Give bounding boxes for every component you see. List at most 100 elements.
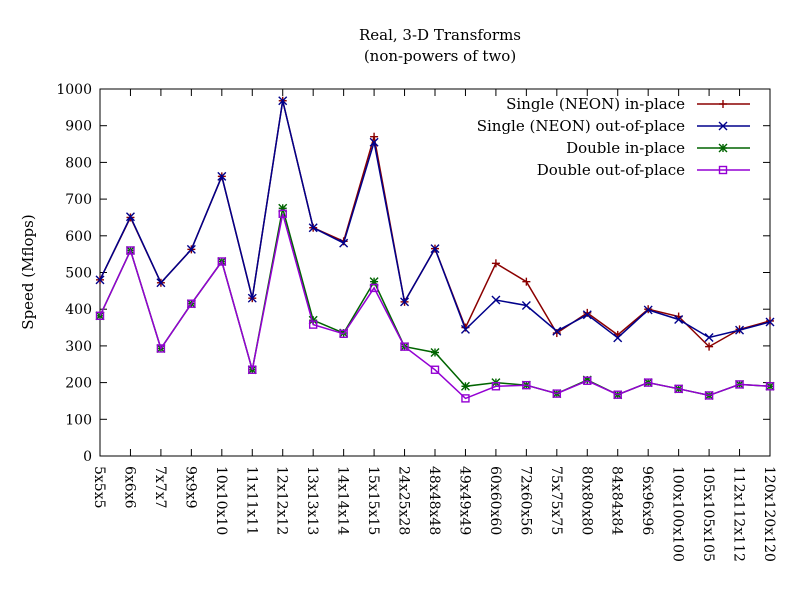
legend-label: Double in-place (566, 139, 685, 157)
marker-stroke (718, 121, 728, 131)
marker-box (704, 391, 714, 400)
data-point (278, 96, 288, 106)
x-tick-label: 12x12x12 (274, 466, 290, 535)
marker-box (613, 390, 622, 399)
data-point (369, 283, 379, 293)
x-tick-label: 72x60x56 (517, 466, 533, 535)
marker-box (583, 376, 592, 385)
data-point (613, 333, 623, 343)
marker-box (248, 365, 257, 374)
x-tick-label: 75x75x75 (548, 466, 564, 535)
marker-stroke (460, 324, 470, 334)
data-point (643, 305, 653, 315)
marker-box (735, 380, 744, 389)
data-point (187, 299, 196, 308)
marker-stroke (735, 325, 745, 335)
data-point (126, 246, 135, 255)
series-line (99, 100, 771, 348)
data-point (765, 382, 775, 391)
data-point (718, 165, 728, 175)
marker-stroke (125, 212, 135, 222)
marker-box (126, 246, 135, 255)
y-tick-label: 900 (65, 119, 92, 135)
data-point (522, 277, 531, 286)
marker-box (308, 320, 318, 329)
chart-title: Real, 3-D Transforms (359, 26, 521, 44)
x-tick-label: 96x96x96 (639, 466, 655, 535)
y-axis: 0 100 200 300 400 500 600 700 800 900 1000 (56, 82, 770, 465)
y-tick-label: 300 (65, 339, 92, 355)
marker-box (643, 378, 653, 387)
series-group (95, 96, 775, 403)
x-tick-label: 14x14x14 (335, 466, 351, 535)
marker-stroke (521, 301, 531, 311)
x-tick-label: 13x13x13 (304, 466, 320, 535)
marker-stroke (369, 137, 379, 147)
data-point (552, 389, 562, 398)
data-point (491, 295, 501, 305)
y-tick-label: 800 (65, 155, 92, 171)
x-tick-label: 11x11x11 (243, 466, 259, 535)
data-point (95, 275, 105, 285)
chart-subtitle: (non-powers of two) (364, 47, 516, 65)
legend: Single (NEON) in-place Single (NEON) out-… (477, 95, 750, 179)
marker-box (156, 344, 166, 353)
marker-box (278, 209, 287, 218)
data-point (156, 344, 166, 353)
marker-stroke (400, 297, 410, 307)
marker-stroke (718, 143, 728, 153)
marker-stroke (613, 333, 623, 343)
data-point (430, 348, 440, 358)
x-tick-label: 15x15x15 (365, 466, 381, 535)
data-point (430, 244, 440, 254)
marker-stroke (552, 326, 562, 336)
data-point (765, 317, 775, 327)
data-point (156, 278, 166, 288)
x-tick-label: 5x5x5 (91, 466, 107, 509)
marker-stroke (247, 293, 257, 303)
marker-box (339, 329, 348, 338)
data-point (339, 329, 348, 338)
marker-stroke (217, 171, 227, 181)
data-point (339, 238, 349, 248)
y-axis-label: Speed (Mflops) (19, 214, 37, 329)
marker-stroke (704, 332, 714, 342)
data-point (643, 378, 653, 387)
legend-label: Double out-of-place (537, 161, 685, 179)
data-point (735, 380, 744, 389)
marker-box (491, 382, 501, 391)
marker-box (187, 299, 196, 308)
data-point (248, 365, 257, 374)
data-point (461, 394, 470, 403)
data-point (430, 365, 440, 374)
marker-stroke (582, 310, 592, 320)
marker-stroke (308, 223, 318, 233)
marker-stroke (430, 348, 440, 358)
marker-stroke (339, 238, 349, 248)
data-point (186, 244, 196, 254)
legend-label: Single (NEON) out-of-place (477, 117, 685, 135)
y-tick-label: 400 (65, 302, 92, 318)
data-point (308, 223, 318, 233)
marker-box (95, 311, 105, 321)
marker-box (400, 342, 409, 351)
marker-stroke (95, 311, 105, 321)
marker-box (217, 257, 227, 266)
data-point (582, 310, 592, 320)
y-tick-label: 200 (65, 376, 92, 392)
x-tick-label: 105x105x105 (700, 466, 716, 562)
marker-box (430, 365, 440, 374)
data-point (705, 342, 714, 351)
data-point (217, 257, 227, 266)
marker-stroke (308, 315, 318, 325)
data-point (718, 143, 728, 153)
data-point (704, 391, 714, 400)
marker-box (522, 380, 531, 390)
series-line (99, 213, 771, 400)
x-tick-label: 7x7x7 (152, 466, 168, 509)
marker-box (552, 389, 562, 398)
x-tick-label: 48x48x48 (426, 466, 442, 535)
data-point (278, 209, 287, 218)
data-point (308, 320, 318, 329)
